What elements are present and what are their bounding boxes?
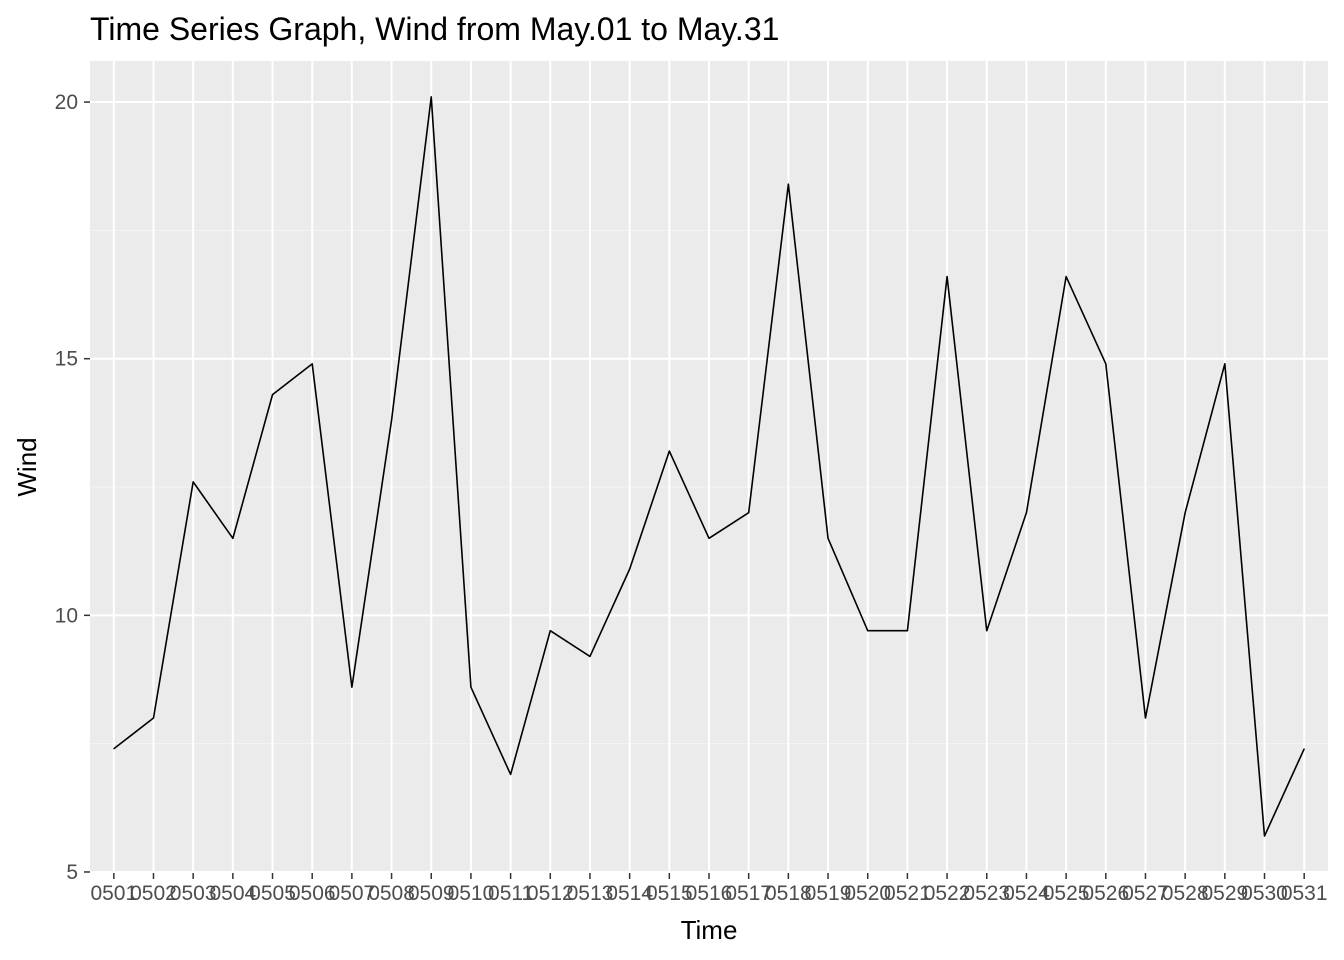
- data-point: [668, 450, 670, 452]
- data-point: [1264, 835, 1266, 837]
- data-point: [1025, 512, 1027, 514]
- x-tick-label: 0510: [448, 882, 495, 905]
- data-point: [1184, 512, 1186, 514]
- series-layer: [113, 96, 1305, 837]
- major-gridlines: [90, 61, 1328, 873]
- x-tick-label: 0522: [924, 882, 971, 905]
- y-tick-label: 15: [55, 348, 78, 371]
- y-axis-title: Wind: [12, 437, 42, 496]
- data-point: [391, 419, 393, 421]
- x-tick-label: 0531: [1281, 882, 1328, 905]
- x-tick-label: 0530: [1241, 882, 1288, 905]
- y-axis: 5 10 15 20: [55, 91, 90, 884]
- x-tick-label: 0509: [408, 882, 455, 905]
- data-point: [232, 537, 234, 539]
- data-point: [430, 96, 432, 98]
- data-point: [1105, 363, 1107, 365]
- y-tick-label: 20: [55, 91, 78, 114]
- x-tick-label: 0521: [884, 882, 931, 905]
- data-point: [1303, 748, 1305, 750]
- data-point: [867, 630, 869, 632]
- data-point: [272, 394, 274, 396]
- data-point: [549, 630, 551, 632]
- data-point: [787, 183, 789, 185]
- x-axis: 0501050205030504050505060507050805090510…: [90, 873, 1328, 905]
- x-tick-label: 0519: [805, 882, 852, 905]
- x-tick-label: 0523: [963, 882, 1010, 905]
- data-point: [192, 481, 194, 483]
- x-axis-title: Time: [681, 915, 738, 945]
- data-point: [629, 568, 631, 570]
- data-point: [1144, 717, 1146, 719]
- x-tick-label: 0505: [249, 882, 296, 905]
- y-tick-label: 5: [66, 861, 78, 884]
- data-point: [986, 630, 988, 632]
- data-point: [152, 717, 154, 719]
- data-point: [946, 276, 948, 278]
- x-tick-label: 0529: [1201, 882, 1248, 905]
- chart-title: Time Series Graph, Wind from May.01 to M…: [90, 11, 779, 47]
- x-tick-label: 0525: [1043, 882, 1090, 905]
- x-tick-label: 0514: [606, 882, 653, 905]
- data-point: [748, 512, 750, 514]
- data-point: [827, 537, 829, 539]
- x-tick-label: 0513: [567, 882, 614, 905]
- x-tick-label: 0502: [130, 882, 177, 905]
- x-tick-label: 0515: [646, 882, 693, 905]
- x-tick-label: 0511: [488, 882, 533, 905]
- x-tick-label: 0517: [725, 882, 772, 905]
- x-tick-label: 0516: [686, 882, 733, 905]
- x-tick-label: 0528: [1162, 882, 1209, 905]
- x-tick-label: 0506: [289, 882, 336, 905]
- x-tick-label: 0512: [527, 882, 574, 905]
- x-tick-label: 0508: [368, 882, 415, 905]
- x-tick-label: 0527: [1122, 882, 1169, 905]
- data-point: [113, 748, 115, 750]
- data-point: [470, 686, 472, 688]
- x-tick-label: 0526: [1082, 882, 1129, 905]
- data-point: [510, 773, 512, 775]
- data-point: [1224, 363, 1226, 365]
- data-point: [351, 686, 353, 688]
- x-tick-label: 0518: [765, 882, 812, 905]
- x-tick-label: 0503: [170, 882, 217, 905]
- data-point: [1065, 276, 1067, 278]
- data-point: [906, 630, 908, 632]
- x-tick-label: 0520: [844, 882, 891, 905]
- data-point: [311, 363, 313, 365]
- data-point: [708, 537, 710, 539]
- y-tick-label: 10: [55, 604, 78, 627]
- x-tick-label: 0507: [329, 882, 376, 905]
- x-tick-label: 0524: [1003, 882, 1050, 905]
- x-tick-label: 0501: [90, 882, 137, 905]
- x-tick-label: 0504: [209, 882, 256, 905]
- data-point: [589, 655, 591, 657]
